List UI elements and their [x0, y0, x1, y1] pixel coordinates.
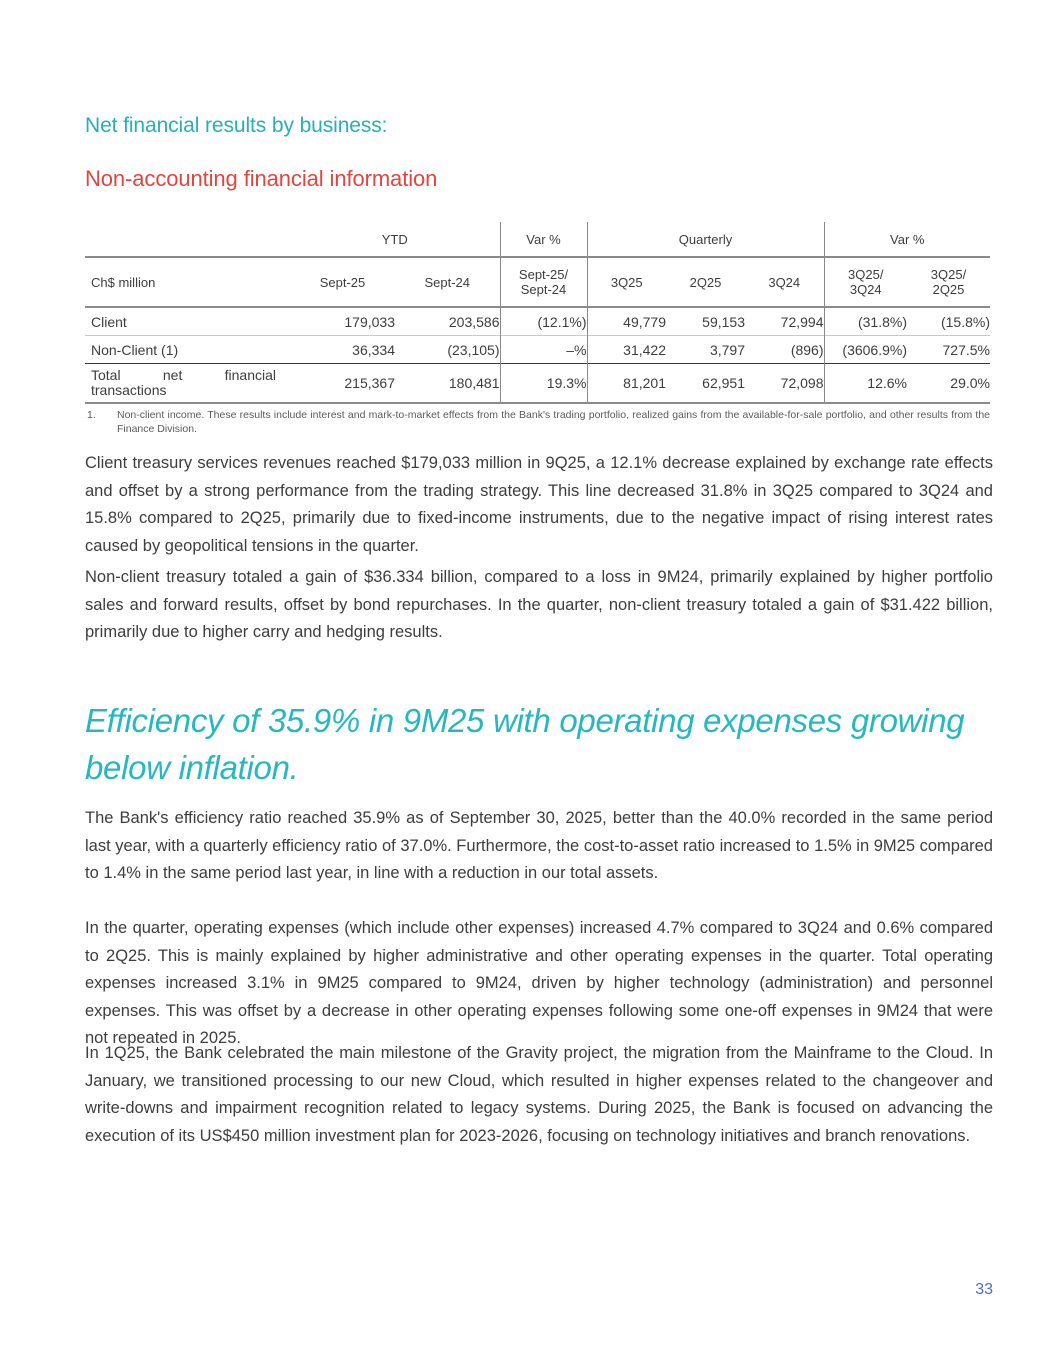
table-row: Non-Client (1) 36,334 (23,105) –% 31,422…: [85, 335, 990, 364]
table-column-header-row: Ch$ million Sept-25 Sept-24 Sept-25/ Sep…: [85, 257, 990, 307]
group-header-quarterly: Quarterly: [586, 222, 824, 257]
cell-nonclient-var-ytd: –%: [499, 335, 587, 364]
paragraph-non-client-treasury: Non-client treasury totaled a gain of $3…: [85, 568, 993, 641]
page-number: 33: [975, 1281, 993, 1298]
column-header-var-q1-line1: 3Q25/: [848, 267, 884, 282]
financial-results-table: YTD Var % Quarterly Var % Ch$ million Se…: [85, 222, 990, 404]
cell-client-sept24: 203,586: [448, 313, 500, 330]
section-heading-net-financial-results: Net financial results by business:: [85, 114, 388, 137]
cell-total-sept25: 215,367: [344, 375, 395, 391]
cell-total-var-ytd: 19.3%: [499, 363, 587, 403]
group-header-var2: Var %: [823, 222, 990, 257]
cell-nonclient-2q25: 3,797: [709, 341, 745, 358]
column-header-var-ytd-line1: Sept-25/: [518, 267, 569, 282]
column-header-sept24: Sept-24: [424, 274, 471, 290]
cell-nonclient-sept25: 36,334: [352, 341, 395, 358]
cell-client-var-3q25-2q25: (15.8%): [940, 313, 990, 330]
column-header-unit: Ch$ million: [91, 274, 156, 290]
group-header-ytd: YTD: [381, 231, 408, 247]
table-footnote: 1. Non-client income. These results incl…: [87, 408, 990, 436]
group-header-blank: [85, 222, 290, 257]
row-label-total-net-financial-transactions: Total net financial transactions: [85, 364, 290, 404]
cell-nonclient-3q24: (896): [790, 341, 824, 358]
cell-client-var-3q25-3q24: (31.8%): [823, 307, 907, 336]
cell-nonclient-var-3q25-2q25: 727.5%: [942, 341, 990, 358]
paragraph-operating-expenses: In the quarter, operating expenses (whic…: [85, 919, 993, 1047]
cell-client-var-ytd: (12.1%): [499, 307, 587, 336]
footnote-number: 1.: [87, 409, 96, 421]
cell-client-sept25: 179,033: [344, 313, 395, 330]
table-row: Client 179,033 203,586 (12.1%) 49,779 59…: [85, 307, 990, 336]
financial-results-table-wrapper: YTD Var % Quarterly Var % Ch$ million Se…: [85, 222, 990, 404]
feature-heading-efficiency: Efficiency of 35.9% in 9M25 with operati…: [85, 702, 965, 786]
paragraph-gravity-project: In 1Q25, the Bank celebrated the main mi…: [85, 1044, 993, 1145]
cell-nonclient-sept24: (23,105): [447, 341, 500, 358]
column-header-var-3q25-2q25: 3Q25/ 2Q25: [907, 257, 990, 307]
cell-total-3q25: 81,201: [586, 363, 666, 403]
column-header-2q25: 2Q25: [689, 274, 722, 290]
cell-nonclient-var-3q25-3q24: (3606.9%): [823, 335, 907, 364]
cell-client-3q24: 72,994: [780, 313, 824, 330]
cell-total-var-3q25-3q24: 12.6%: [823, 363, 907, 403]
column-header-sept25: Sept-25: [319, 274, 366, 290]
cell-total-2q25: 62,951: [702, 375, 745, 391]
cell-total-sept24: 180,481: [448, 375, 500, 391]
footnote-text: Non-client income. These results include…: [117, 409, 990, 435]
column-header-var-q2-line1: 3Q25/: [930, 267, 967, 282]
row-label-client: Client: [91, 313, 127, 330]
paragraph-efficiency-ratio: The Bank's efficiency ratio reached 35.9…: [85, 809, 993, 882]
paragraph-client-treasury: Client treasury services revenues reache…: [85, 454, 993, 555]
column-header-var-ytd: Sept-25/ Sept-24: [499, 257, 587, 307]
cell-client-2q25: 59,153: [702, 313, 745, 330]
total-label-line2: transactions: [91, 382, 167, 398]
column-header-var-q1-line2: 3Q24: [849, 282, 882, 297]
cell-nonclient-3q25: 31,422: [586, 335, 666, 364]
cell-total-3q24: 72,098: [780, 375, 824, 391]
row-label-non-client: Non-Client (1): [91, 341, 179, 358]
total-label-line1: Total net financial: [91, 368, 276, 383]
column-header-3q24: 3Q24: [768, 274, 801, 290]
total-label-word-net: net: [162, 367, 183, 383]
table-total-row: Total net financial transactions 215,367…: [85, 363, 990, 404]
cell-client-3q25: 49,779: [586, 307, 666, 336]
column-header-var-ytd-line2: Sept-24: [520, 282, 567, 297]
group-header-var1: Var %: [499, 222, 587, 257]
table-group-header-row: YTD Var % Quarterly Var %: [85, 222, 990, 257]
column-header-3q25: 3Q25: [586, 257, 666, 307]
column-header-var-q2-line2: 2Q25: [932, 282, 965, 297]
cell-total-var-3q25-2q25: 29.0%: [950, 375, 990, 391]
column-header-var-3q25-3q24: 3Q25/ 3Q24: [823, 257, 907, 307]
section-heading-non-accounting: Non-accounting financial information: [85, 166, 438, 191]
total-label-word-total: Total: [91, 367, 121, 383]
total-label-word-financial: financial: [224, 367, 277, 383]
